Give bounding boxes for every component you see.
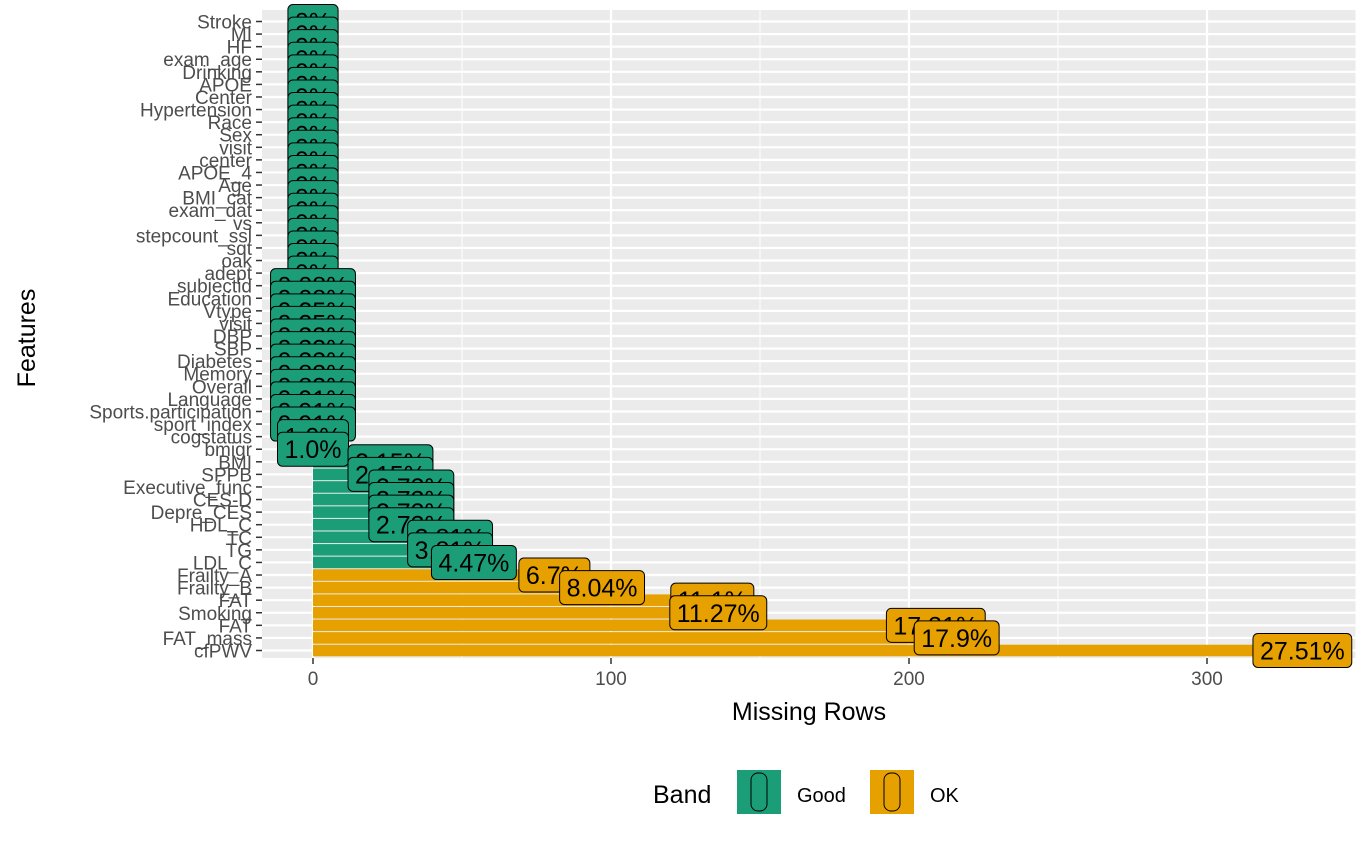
bar — [313, 506, 412, 518]
y-tick-label: Race — [208, 113, 252, 134]
bar-label: 27.51% — [1260, 638, 1345, 666]
y-tick-label: cogstatus — [171, 428, 252, 449]
y-tick-label: Diabetes — [177, 352, 252, 373]
y-tick-label: Frailty_A — [177, 566, 252, 587]
bar — [313, 619, 936, 632]
y-tick-label: HF — [227, 38, 252, 59]
bar — [313, 594, 713, 606]
y-tick-label: Hypertension — [140, 101, 252, 122]
bar — [313, 493, 412, 506]
y-tick-label: Smoking — [178, 604, 252, 625]
bar-labels: 0%0%0%0%0%0%0%0%0%0%0%0%0%0%0%0%0%0%0%0%… — [270, 4, 1353, 668]
y-axis-title: Features — [13, 289, 41, 388]
y-tick-label: SPPB — [201, 465, 252, 486]
bar — [313, 581, 603, 594]
y-tick-label: exam_dat — [169, 201, 253, 222]
y-tick-label: bmigr — [204, 440, 252, 461]
bar — [313, 606, 719, 619]
bar-label-group: 27.51% — [1252, 633, 1353, 668]
y-tick-label: Center — [195, 88, 253, 109]
y-tick-label: FAT_mass — [163, 629, 252, 650]
y-tick-label: sport_index — [154, 415, 253, 436]
bar — [313, 518, 412, 531]
x-tick-label: 300 — [1191, 669, 1223, 690]
y-tick-label: APOE_4 — [178, 163, 252, 184]
y-tick-label: Age — [218, 176, 252, 197]
y-tick-label: visit — [219, 314, 252, 335]
bar — [313, 632, 957, 644]
bar-label: 8.04% — [567, 575, 638, 603]
y-tick-label: SBP — [214, 340, 252, 361]
legend-title: Band — [653, 781, 711, 809]
y-tick-label: CES-D — [193, 491, 252, 512]
bar-label: 1.0% — [285, 436, 342, 464]
y-tick-label: Education — [167, 289, 252, 310]
x-tick-label: 100 — [595, 669, 627, 690]
y-tick-label: BMI — [218, 453, 252, 474]
bar-label-box — [913, 620, 1000, 656]
y-tick-label: FAT — [219, 591, 253, 612]
bar — [313, 544, 451, 556]
bar-label-group: 8.04% — [559, 570, 646, 606]
y-tick-label: TC — [227, 528, 252, 549]
x-tick-label: 200 — [893, 669, 925, 690]
legend-key-ok-swatch — [883, 772, 901, 812]
y-tick-label: BMI_cat — [182, 189, 252, 210]
y-tick-label: vs — [233, 214, 252, 235]
y-tick-label: APOE — [199, 75, 252, 96]
y-tick-label: sqt — [227, 239, 253, 260]
y-tick-label: HDL_C — [190, 516, 252, 537]
y-tick-label: Frailty_B — [177, 579, 252, 600]
bar-label-group: 4.47% — [430, 544, 517, 580]
y-tick-label: subjectid — [177, 277, 252, 298]
bar-label-group: 17.9% — [913, 620, 1000, 656]
bar-label-box — [430, 544, 517, 580]
y-tick-label: Overall — [192, 377, 252, 398]
legend-key-ok — [870, 770, 914, 814]
y-tick-label: Stroke — [197, 13, 252, 34]
x-tick-label: 0 — [308, 669, 319, 690]
legend-label-ok: OK — [930, 785, 960, 807]
y-tick-label: TG — [226, 541, 252, 562]
bar-label: 17.9% — [921, 625, 992, 653]
y-tick-label: Drinking — [182, 63, 252, 84]
y-tick-label: Language — [167, 390, 252, 411]
y-tick-label: MI — [231, 25, 252, 46]
x-axis-ticks: 0 100 200 300 — [308, 658, 1223, 690]
x-axis-title: Missing Rows — [732, 698, 886, 726]
y-tick-label: cfPWV — [194, 642, 252, 663]
y-tick-label: exam_age — [163, 50, 252, 71]
bar-label: 4.47% — [438, 549, 509, 577]
y-tick-label: Depre_CES — [151, 503, 252, 524]
bar-label-group: 11.27% — [669, 595, 768, 631]
bar-label-box — [1252, 633, 1353, 668]
y-tick-label: adept — [204, 264, 252, 285]
y-tick-label: stepcount_ssl — [136, 226, 252, 247]
y-tick-label: LDL_C — [193, 553, 252, 574]
y-tick-label: FAT — [219, 616, 253, 637]
y-tick-label: DBP — [213, 327, 252, 348]
bar — [313, 644, 1303, 657]
y-tick-label: Sports.participation — [89, 402, 252, 423]
y-axis-ticks: StrokeMIHFexam_ageDrinkingAPOECenterHype… — [89, 13, 262, 663]
y-tick-label: Executive_func — [123, 478, 252, 499]
bar-label-group: 1.0% — [277, 431, 349, 467]
y-tick-label: Sex — [219, 126, 252, 147]
y-tick-label: Memory — [183, 365, 252, 386]
legend-key-good — [737, 770, 781, 814]
legend: Band Good OK — [653, 770, 960, 814]
y-tick-label: center — [199, 151, 252, 172]
bar-label-box — [669, 595, 768, 631]
bar-label-box — [559, 570, 646, 606]
legend-key-good-swatch — [750, 772, 768, 812]
bar-label: 11.27% — [677, 600, 760, 628]
y-tick-label: oak — [221, 252, 252, 273]
legend-label-good: Good — [797, 785, 846, 807]
y-tick-label: visit — [219, 138, 252, 159]
y-tick-label: Vtype — [203, 302, 252, 323]
bar — [313, 556, 474, 569]
